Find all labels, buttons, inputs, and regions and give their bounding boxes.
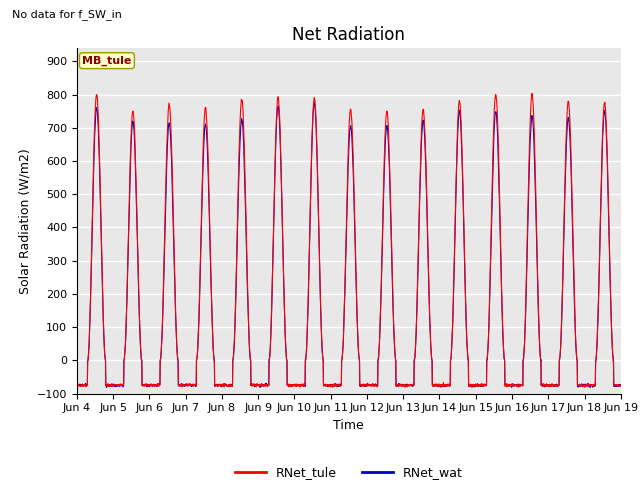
RNet_tule [507,382,515,388]
RNet_tule [225,383,232,389]
RNet_wat [377,306,385,312]
RNet_wat [570,252,577,257]
RNet_tule [329,384,337,390]
Line: RNet_wat: RNet_wat [77,102,621,387]
RNet_wat [310,99,318,105]
RNet_tule [617,382,625,388]
RNet_tule [528,90,536,96]
Line: RNet_tule: RNet_tule [77,93,621,387]
RNet_tule [365,383,372,388]
X-axis label: Time: Time [333,419,364,432]
RNet_tule [570,244,577,250]
Legend: RNet_tule, RNet_wat: RNet_tule, RNet_wat [230,461,468,480]
RNet_wat [508,383,515,388]
Text: No data for f_SW_in: No data for f_SW_in [12,10,122,20]
RNet_wat [365,382,372,387]
Title: Net Radiation: Net Radiation [292,25,405,44]
RNet_wat [225,382,232,388]
Y-axis label: Solar Radiation (W/m2): Solar Radiation (W/m2) [18,148,31,294]
RNet_tule [73,382,81,388]
RNet_tule [376,312,384,317]
RNet_wat [102,384,110,390]
RNet_wat [584,382,592,388]
RNet_wat [617,383,625,388]
Text: MB_tule: MB_tule [82,56,132,66]
RNet_tule [584,382,592,388]
RNet_wat [73,382,81,388]
